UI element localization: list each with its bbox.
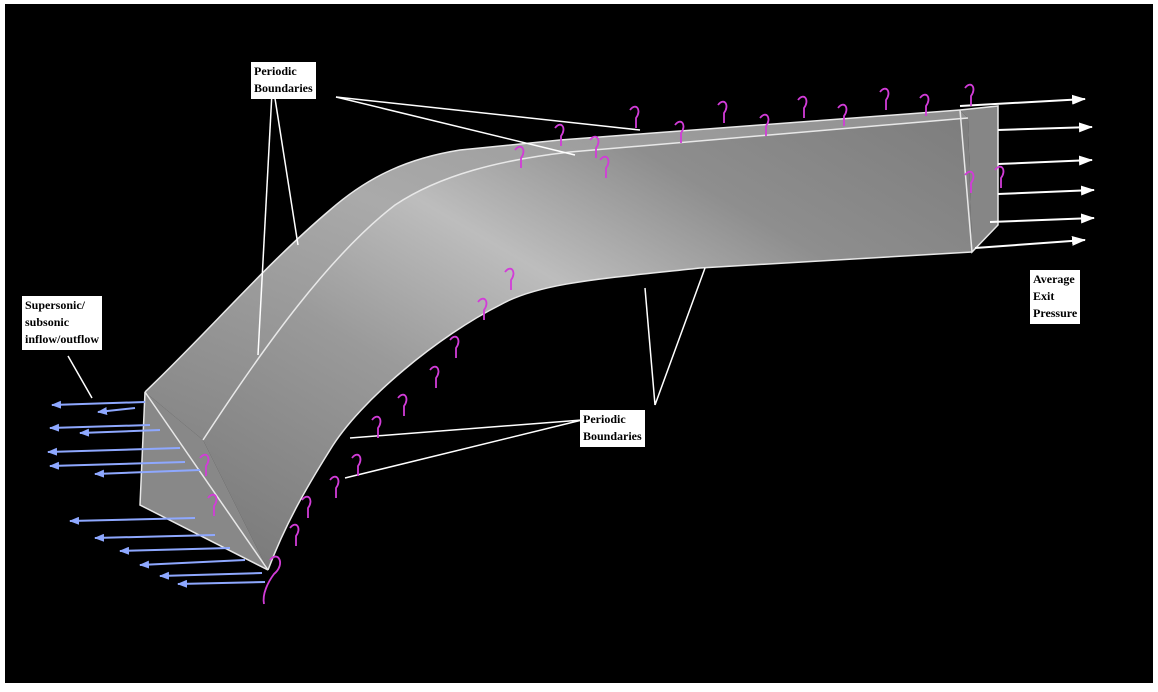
inflow-arrows <box>47 400 266 588</box>
label-periodic-boundaries-top: Periodic Boundaries <box>251 62 316 99</box>
leader-lines <box>67 91 706 479</box>
label-line: inflow/outflow <box>25 332 100 346</box>
label-line: Periodic <box>254 64 297 78</box>
label-line: subsonic <box>25 315 70 329</box>
duct-top-surface <box>145 110 968 440</box>
label-line: Boundaries <box>254 81 313 95</box>
label-line: Boundaries <box>583 429 642 443</box>
label-inflow-outflow: Supersonic/ subsonic inflow/outflow <box>22 296 103 350</box>
diagram-background <box>5 4 1153 683</box>
label-exit-pressure: Average Exit Pressure <box>1030 270 1081 324</box>
periodic-markers <box>199 83 1005 605</box>
duct-side-surface <box>203 118 972 570</box>
exit-arrows <box>959 94 1095 249</box>
label-line: Average <box>1033 272 1075 286</box>
label-line: Supersonic/ <box>25 298 86 312</box>
duct-edges <box>139 105 999 571</box>
duct-exit-face <box>960 106 998 252</box>
duct-inlet-face <box>140 392 268 570</box>
label-line: Periodic <box>583 412 626 426</box>
label-periodic-boundaries-bottom: Periodic Boundaries <box>580 410 645 447</box>
label-line: Exit <box>1033 289 1055 303</box>
label-line: Pressure <box>1033 306 1078 320</box>
